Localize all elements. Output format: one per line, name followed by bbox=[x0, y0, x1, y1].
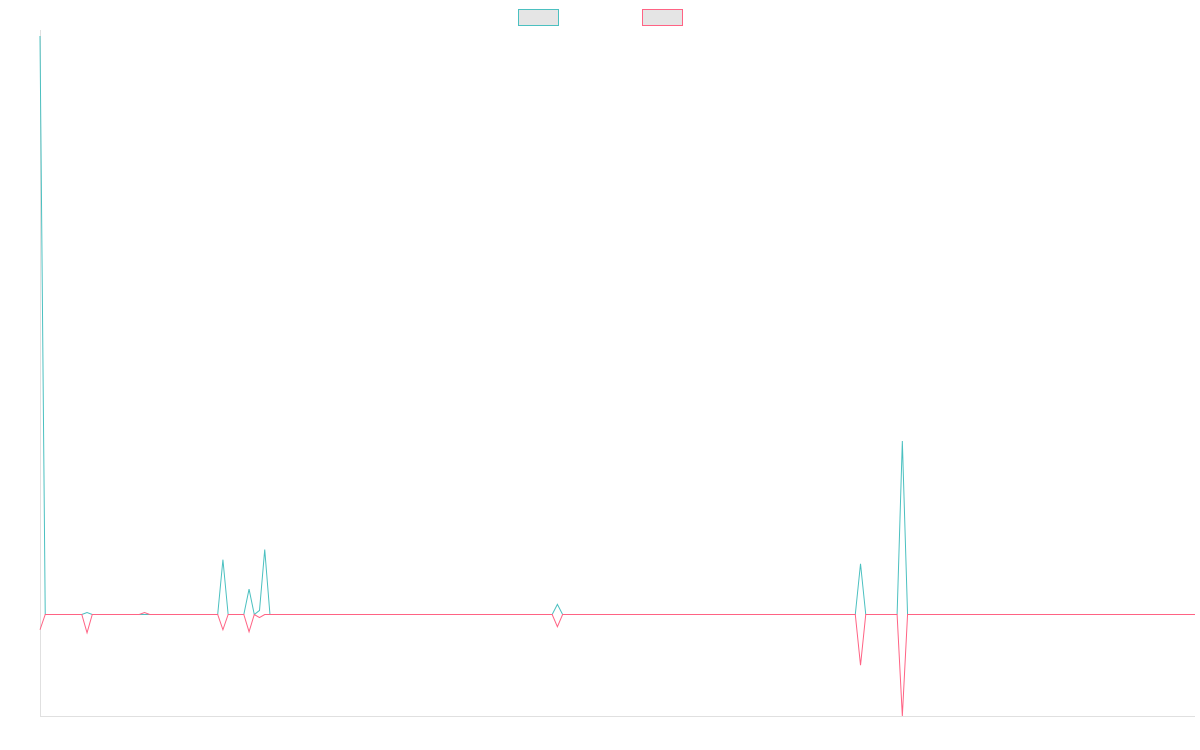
series-2-line bbox=[39, 611, 1195, 717]
series-layer bbox=[39, 35, 1195, 717]
series-1-line bbox=[39, 35, 1195, 616]
legend-item-1-swatch[interactable] bbox=[518, 9, 559, 26]
chart-legend bbox=[518, 9, 683, 26]
chart-axes bbox=[40, 30, 1195, 717]
legend-item-2-swatch[interactable] bbox=[642, 9, 683, 26]
